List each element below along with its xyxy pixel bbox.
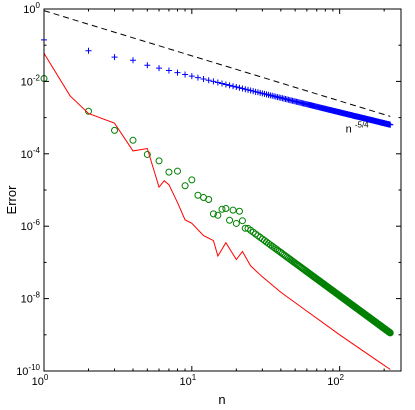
data-point-plus bbox=[144, 62, 151, 69]
data-point-plus bbox=[233, 84, 240, 91]
data-point-plus bbox=[219, 80, 226, 87]
data-point-plus bbox=[188, 73, 195, 80]
slope-annotation: n -5/4 bbox=[346, 120, 370, 135]
data-point-plus bbox=[387, 121, 394, 128]
data-point-plus bbox=[242, 86, 249, 93]
data-point-circle bbox=[155, 157, 163, 165]
y-tick-label-exponent: -6 bbox=[33, 218, 41, 227]
data-point-plus bbox=[236, 84, 243, 91]
data-point-circle bbox=[218, 205, 226, 213]
y-tick-label: 10-10 bbox=[16, 363, 40, 378]
x-axis-label: n bbox=[218, 392, 225, 407]
data-point-plus bbox=[226, 82, 233, 89]
y-tick-label-base: 10 bbox=[21, 76, 33, 88]
y-tick-label-exponent: -8 bbox=[33, 291, 41, 300]
x-tick-label: 100 bbox=[32, 373, 49, 388]
x-tick-label: 102 bbox=[327, 373, 344, 388]
series-group bbox=[40, 36, 394, 370]
data-point-circle bbox=[226, 216, 234, 224]
y-tick-label-base: 10 bbox=[23, 4, 35, 16]
series-plus bbox=[41, 36, 394, 128]
data-point-circle bbox=[229, 206, 237, 214]
data-point-circle bbox=[165, 168, 173, 176]
plot-frame bbox=[43, 8, 402, 372]
data-point-plus bbox=[245, 86, 252, 93]
y-tick-label: 100 bbox=[23, 1, 40, 16]
data-point-plus bbox=[205, 77, 212, 84]
data-point-plus bbox=[130, 57, 137, 64]
data-point-plus bbox=[247, 87, 254, 94]
data-point-plus bbox=[85, 47, 92, 54]
data-point-circle bbox=[238, 217, 246, 225]
y-axis-label: Error bbox=[4, 185, 19, 215]
x-tick-label-exponent: 0 bbox=[44, 373, 49, 382]
data-point-plus bbox=[182, 71, 189, 78]
y-tick-label: 10-2 bbox=[21, 73, 41, 88]
x-tick-label-base: 10 bbox=[327, 376, 339, 388]
data-point-plus bbox=[111, 54, 118, 61]
x-tick-label-base: 10 bbox=[32, 376, 44, 388]
data-point-circle bbox=[232, 219, 240, 227]
y-tick-label: 10-6 bbox=[21, 218, 41, 233]
data-point-circle bbox=[174, 167, 182, 175]
plot-area bbox=[43, 10, 391, 117]
y-tick-label-exponent: 0 bbox=[36, 1, 41, 10]
data-point-plus bbox=[165, 67, 172, 74]
data-point-plus bbox=[156, 65, 163, 72]
y-tick-label-base: 10 bbox=[16, 366, 28, 378]
data-point-plus bbox=[194, 74, 201, 81]
data-point-circle bbox=[205, 196, 213, 204]
y-tick-label-exponent: -4 bbox=[33, 146, 41, 155]
series-line bbox=[43, 52, 391, 370]
x-tick-label-exponent: 2 bbox=[340, 373, 345, 382]
series-line-path bbox=[43, 52, 391, 370]
y-tick-label-base: 10 bbox=[21, 149, 33, 161]
y-tick-label-exponent: -2 bbox=[33, 73, 41, 82]
y-tick-label: 10-4 bbox=[21, 146, 41, 161]
x-tick-label: 101 bbox=[179, 373, 196, 388]
data-point-circle bbox=[235, 207, 243, 215]
data-point-circle bbox=[143, 150, 151, 158]
data-point-circle bbox=[111, 126, 119, 134]
data-point-circle bbox=[209, 210, 217, 218]
data-point-circle bbox=[181, 182, 189, 190]
data-point-plus bbox=[214, 79, 221, 86]
data-point-circle bbox=[129, 136, 137, 144]
data-point-plus bbox=[174, 69, 181, 76]
y-tick-label-base: 10 bbox=[21, 221, 33, 233]
data-point-plus bbox=[210, 78, 217, 85]
data-point-circle bbox=[214, 211, 222, 219]
data-point-plus bbox=[239, 85, 246, 92]
data-point-plus bbox=[222, 81, 229, 88]
y-tick-label-base: 10 bbox=[21, 294, 33, 306]
data-point-plus bbox=[200, 75, 207, 82]
data-point-circle bbox=[188, 176, 196, 184]
reference-slope-line bbox=[43, 10, 391, 117]
slope-annotation-exponent: -5/4 bbox=[355, 120, 369, 129]
data-point-circle bbox=[386, 329, 394, 337]
x-tick-label-base: 10 bbox=[179, 376, 191, 388]
data-point-plus bbox=[230, 83, 237, 90]
series-circle bbox=[40, 75, 394, 337]
y-tick-label: 10-8 bbox=[21, 291, 41, 306]
slope-annotation-base: n bbox=[346, 123, 352, 135]
x-tick-label-exponent: 1 bbox=[192, 373, 197, 382]
y-tick-label-exponent: -10 bbox=[28, 363, 40, 372]
data-point-circle bbox=[222, 205, 230, 213]
